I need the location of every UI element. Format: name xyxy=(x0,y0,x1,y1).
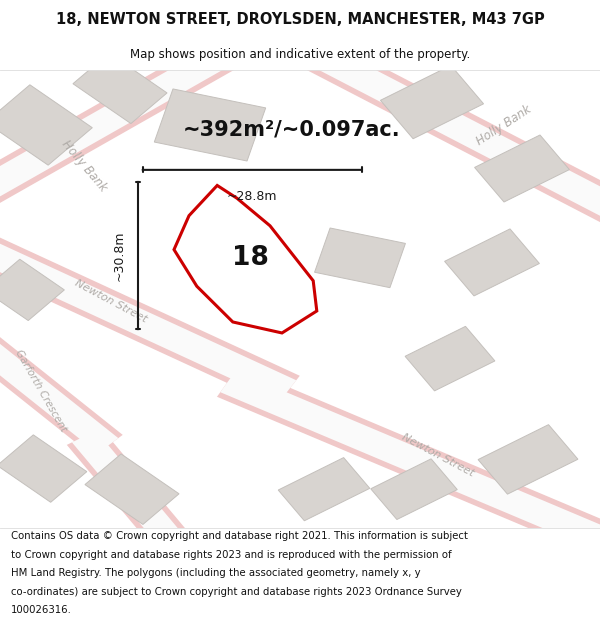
Polygon shape xyxy=(0,85,92,165)
Polygon shape xyxy=(67,428,197,559)
Polygon shape xyxy=(0,325,123,456)
Text: HM Land Registry. The polygons (including the associated geometry, namely x, y: HM Land Registry. The polygons (includin… xyxy=(11,568,421,578)
Polygon shape xyxy=(217,366,600,566)
Polygon shape xyxy=(174,186,317,333)
Polygon shape xyxy=(445,229,539,296)
Text: to Crown copyright and database rights 2023 and is reproduced with the permissio: to Crown copyright and database rights 2… xyxy=(11,549,451,559)
Text: Holly Bank: Holly Bank xyxy=(474,102,534,148)
Polygon shape xyxy=(278,458,370,521)
Polygon shape xyxy=(380,66,484,139)
Polygon shape xyxy=(85,454,179,524)
Polygon shape xyxy=(0,38,242,213)
Polygon shape xyxy=(478,424,578,494)
Polygon shape xyxy=(154,89,266,161)
Polygon shape xyxy=(0,435,87,502)
Text: 100026316.: 100026316. xyxy=(11,606,71,616)
Polygon shape xyxy=(303,42,600,227)
Polygon shape xyxy=(0,234,296,401)
Text: 18: 18 xyxy=(232,245,269,271)
Polygon shape xyxy=(72,431,192,557)
Polygon shape xyxy=(371,459,457,519)
Text: co-ordinates) are subject to Crown copyright and database rights 2023 Ordnance S: co-ordinates) are subject to Crown copyr… xyxy=(11,587,461,597)
Polygon shape xyxy=(314,228,406,288)
Text: Holly Bank: Holly Bank xyxy=(59,138,109,194)
Text: ~30.8m: ~30.8m xyxy=(113,230,126,281)
Polygon shape xyxy=(0,229,300,406)
Polygon shape xyxy=(405,326,495,391)
Text: ~28.8m: ~28.8m xyxy=(227,191,278,204)
Text: Newton Street: Newton Street xyxy=(400,432,476,478)
Text: Newton Street: Newton Street xyxy=(73,278,149,324)
Polygon shape xyxy=(73,53,167,124)
Polygon shape xyxy=(0,259,64,321)
Polygon shape xyxy=(0,42,238,208)
Text: Garforth Crescent: Garforth Crescent xyxy=(13,348,68,434)
Polygon shape xyxy=(0,328,118,453)
Polygon shape xyxy=(220,371,600,562)
Text: Map shows position and indicative extent of the property.: Map shows position and indicative extent… xyxy=(130,48,470,61)
Text: Contains OS data © Crown copyright and database right 2021. This information is : Contains OS data © Crown copyright and d… xyxy=(11,531,468,541)
Polygon shape xyxy=(299,38,600,231)
Polygon shape xyxy=(475,135,569,202)
Text: 18, NEWTON STREET, DROYLSDEN, MANCHESTER, M43 7GP: 18, NEWTON STREET, DROYLSDEN, MANCHESTER… xyxy=(56,12,544,27)
Text: ~392m²/~0.097ac.: ~392m²/~0.097ac. xyxy=(183,119,401,139)
